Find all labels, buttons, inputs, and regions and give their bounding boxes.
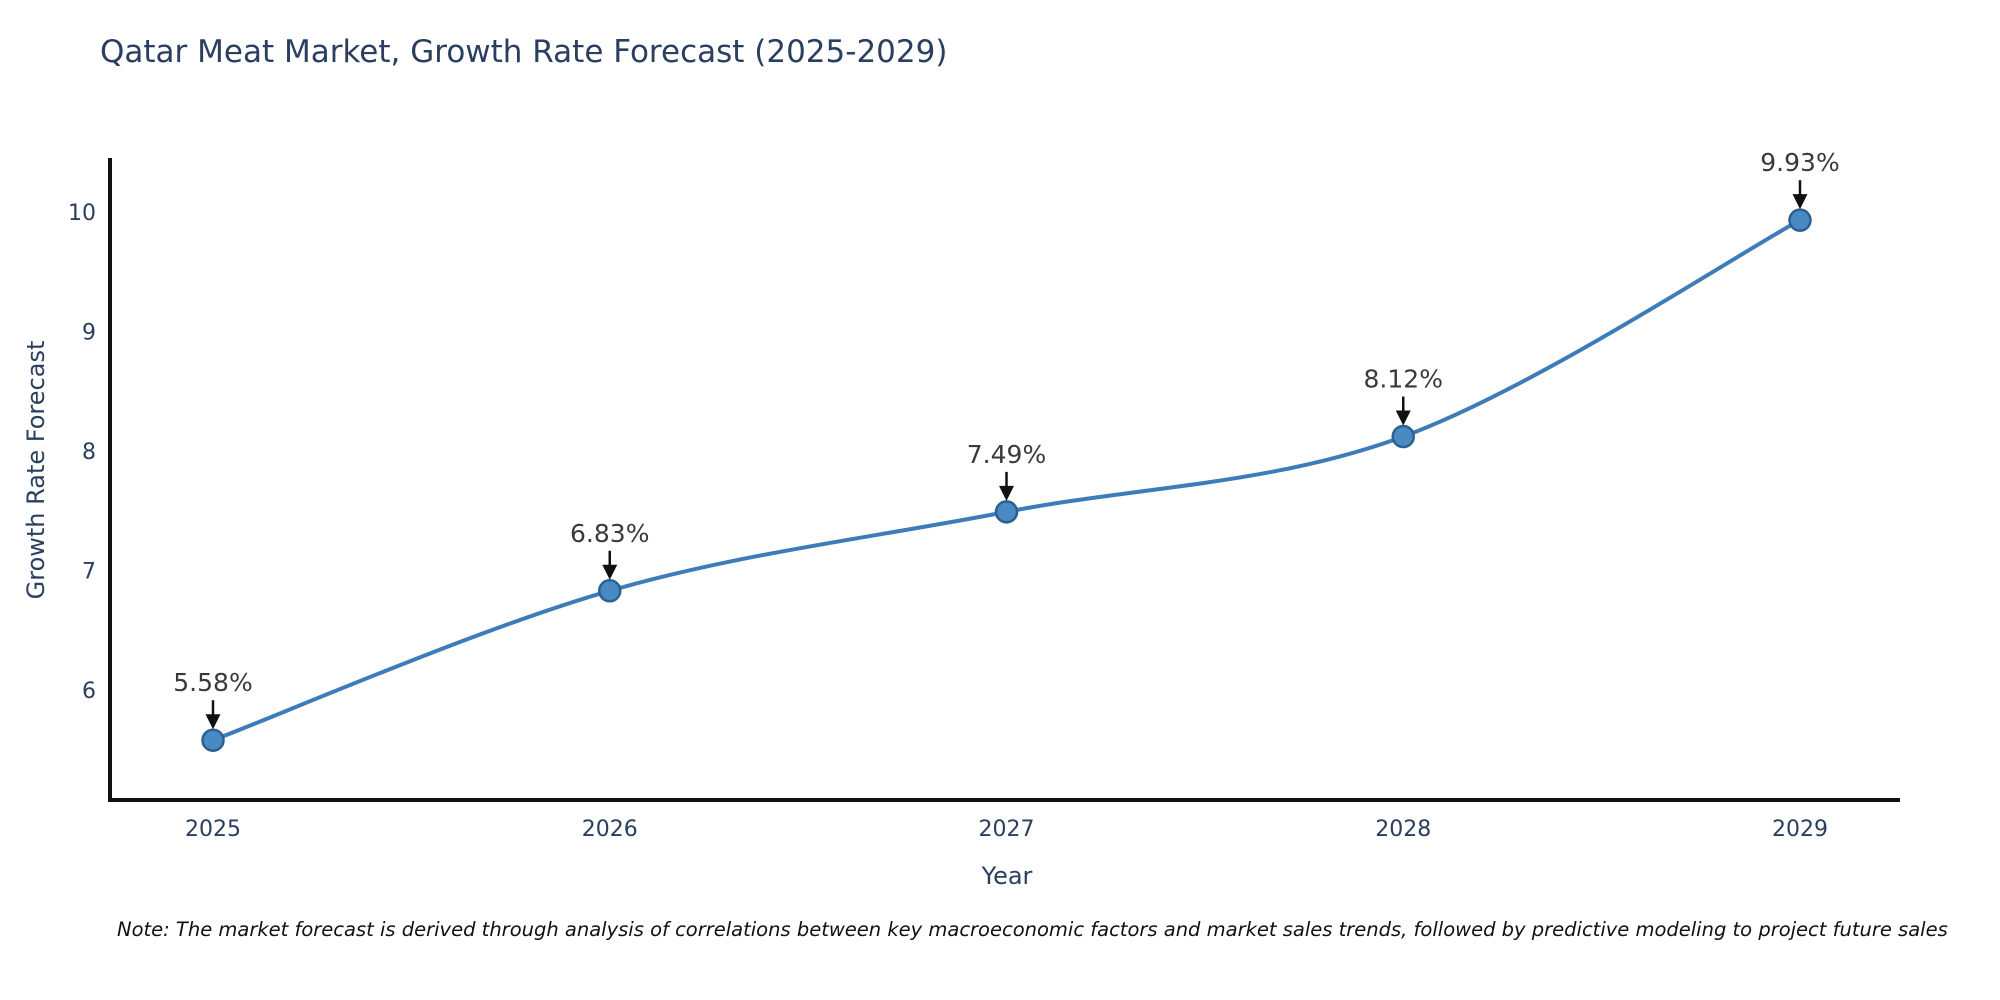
annotation-arrowhead-icon [602, 564, 618, 580]
annotation-arrowhead-icon [205, 714, 221, 730]
annotation-arrowhead-icon [999, 485, 1014, 501]
y-tick-label: 9 [82, 320, 96, 345]
y-tick-label: 10 [68, 201, 96, 226]
x-tick-label: 2026 [582, 817, 638, 842]
x-tick-label: 2027 [979, 817, 1035, 842]
y-tick-label: 6 [82, 679, 96, 704]
x-axis-title: Year [981, 862, 1033, 890]
data-point-label: 8.12% [1364, 365, 1443, 394]
data-point-marker [598, 579, 622, 603]
data-point-label: 9.93% [1760, 148, 1839, 177]
y-tick-label: 7 [82, 559, 96, 584]
annotation-arrowhead-icon [1792, 194, 1808, 210]
annotation-arrowhead-icon [1395, 410, 1411, 426]
x-tick-label: 2025 [185, 817, 241, 842]
x-tick-label: 2028 [1375, 817, 1431, 842]
data-point-marker [994, 500, 1019, 524]
data-point-label: 6.83% [570, 519, 649, 548]
chart-title: Qatar Meat Market, Growth Rate Forecast … [100, 34, 948, 70]
footnote: Note: The market forecast is derived thr… [117, 918, 1948, 941]
x-tick-label: 2029 [1772, 817, 1828, 842]
data-point-label: 7.49% [967, 440, 1046, 469]
data-point-marker [1788, 208, 1812, 232]
y-tick-label: 8 [82, 440, 96, 465]
data-point-marker [1391, 424, 1415, 449]
data-point-label: 5.58% [173, 668, 252, 697]
data-point-marker [201, 728, 225, 752]
